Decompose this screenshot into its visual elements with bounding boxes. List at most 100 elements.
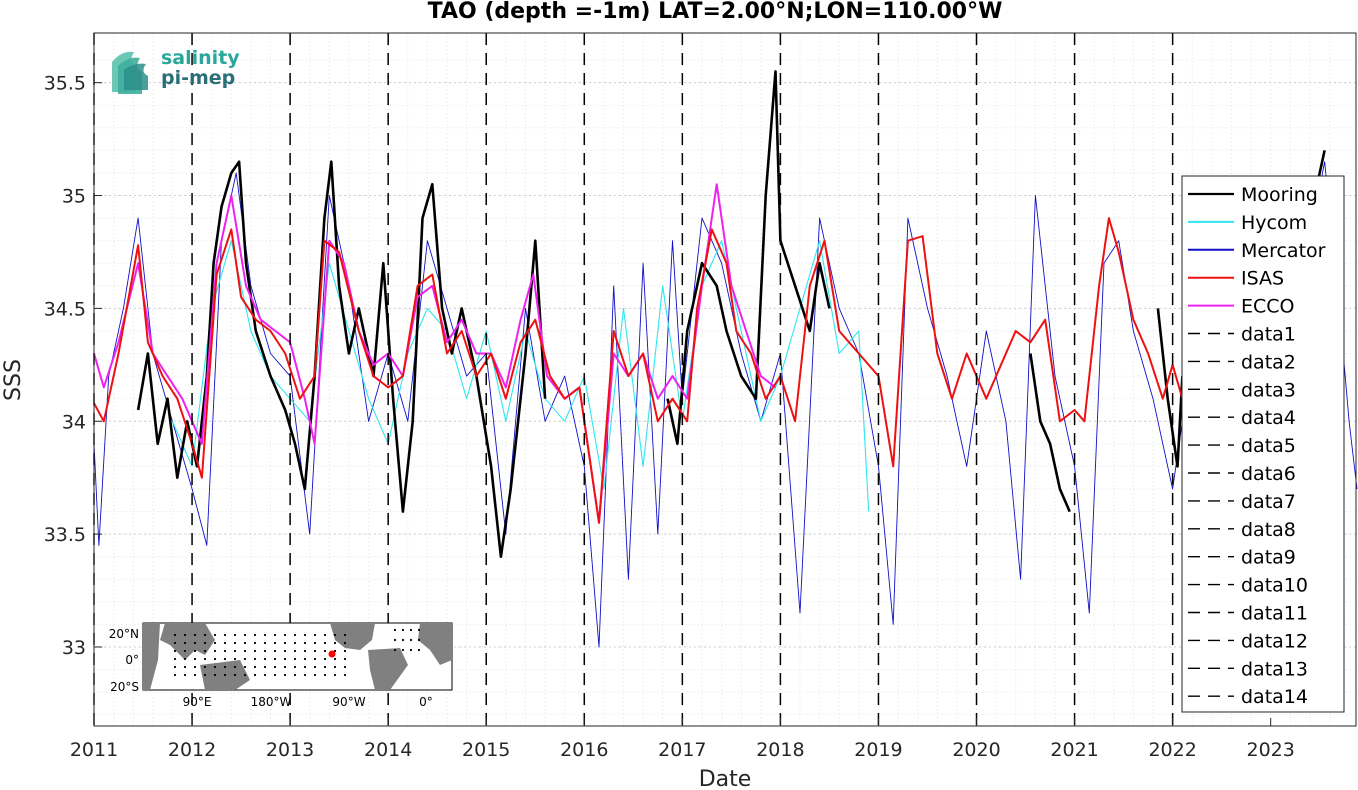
series-line-mercator [93,161,1358,648]
map-lat-label-n: 20°N [109,627,139,641]
buoy-marker [263,641,267,645]
buoy-marker [223,633,227,637]
legend-label: ECCO [1241,296,1295,318]
buoy-marker [323,649,327,653]
buoy-marker [323,673,327,677]
x-tick-label: 2015 [462,739,510,761]
buoy-marker [213,673,217,677]
buoy-marker [243,673,247,677]
buoy-marker [283,673,287,677]
buoy-marker [203,657,207,661]
legend: Mooring Hycom Mercator ISAS ECCO data1 data2 da… [1181,175,1345,713]
legend-label: data13 [1241,658,1308,680]
buoy-marker [333,657,337,661]
buoy-marker [203,641,207,645]
buoy-marker [409,638,413,642]
y-tick-label: 33 [62,637,86,659]
buoy-marker [263,649,267,653]
buoy-marker [243,641,247,645]
legend-label: Hycom [1241,212,1307,234]
buoy-marker [333,641,337,645]
buoy-marker [313,665,317,669]
buoy-marker [343,633,347,637]
buoy-marker [183,657,187,661]
buoy-marker [233,641,237,645]
buoy-marker [233,673,237,677]
legend-label: data4 [1241,407,1296,429]
legend-label: data11 [1241,603,1308,625]
asia-landmass [160,623,215,660]
map-lon-label-3: 90°W [332,695,365,709]
x-tick-label: 2014 [364,739,412,761]
buoy-marker [203,665,207,669]
buoy-marker [203,673,207,677]
buoy-marker [173,633,177,637]
buoy-marker [183,633,187,637]
buoy-marker [223,641,227,645]
y-tick-labels: 33 33.5 34 34.5 35 35.5 [44,73,102,659]
buoy-marker [313,633,317,637]
buoy-marker [213,649,217,653]
buoy-marker [243,633,247,637]
buoy-marker [417,638,421,642]
buoy-marker [283,649,287,653]
buoy-marker [283,633,287,637]
legend-label: data12 [1241,630,1308,652]
buoy-marker [193,633,197,637]
buoy-marker [283,657,287,661]
x-tick-label: 2012 [168,739,216,761]
buoy-marker [263,657,267,661]
legend-label: data6 [1241,463,1296,485]
buoy-marker [313,641,317,645]
central-america-landmass [330,623,375,650]
map-lon-label-2: 180°W [251,695,292,709]
map-lat-label-s: 20°S [110,680,139,694]
buoy-marker [313,657,317,661]
buoy-marker [253,641,257,645]
buoy-marker [273,641,277,645]
buoy-marker [333,633,337,637]
buoy-marker [303,665,307,669]
buoy-marker [173,673,177,677]
tao-buoy-markers [173,628,421,677]
x-tick-label: 2021 [1050,739,1098,761]
legend-label: data2 [1241,351,1296,373]
buoy-marker [273,649,277,653]
x-tick-label: 2023 [1247,739,1295,761]
buoy-marker [283,665,287,669]
legend-label: Mooring [1241,184,1318,206]
buoy-marker [293,641,297,645]
legend-label: Mercator [1241,240,1326,262]
x-tick-label: 2018 [756,739,804,761]
series-line-isas [93,217,1184,524]
inset-map: 20°N 0° 20°S 90°E 180°W 90°W 0° [109,622,453,709]
buoy-marker [223,665,227,669]
buoy-marker [223,649,227,653]
buoy-marker [253,673,257,677]
buoy-marker [293,633,297,637]
y-tick-label: 34.5 [44,298,86,320]
plot-frame [93,32,1357,727]
buoy-marker [303,649,307,653]
buoy-marker [173,657,177,661]
buoy-marker [273,657,277,661]
legend-label: data1 [1241,324,1296,346]
y-tick-label: 34 [62,411,86,433]
buoy-marker [253,657,257,661]
buoy-marker [401,628,405,632]
buoy-marker [173,665,177,669]
buoy-marker [203,633,207,637]
series-line-mooring [136,70,1326,558]
south-america-landmass [368,648,408,690]
buoy-marker [233,665,237,669]
buoy-marker [183,665,187,669]
buoy-marker [243,649,247,653]
buoy-marker [343,665,347,669]
x-tick-label: 2019 [854,739,902,761]
buoy-marker [303,657,307,661]
x-tick-label: 2011 [70,739,118,761]
y-tick-label: 35.5 [44,73,86,95]
buoy-marker [343,649,347,653]
buoy-marker [193,657,197,661]
